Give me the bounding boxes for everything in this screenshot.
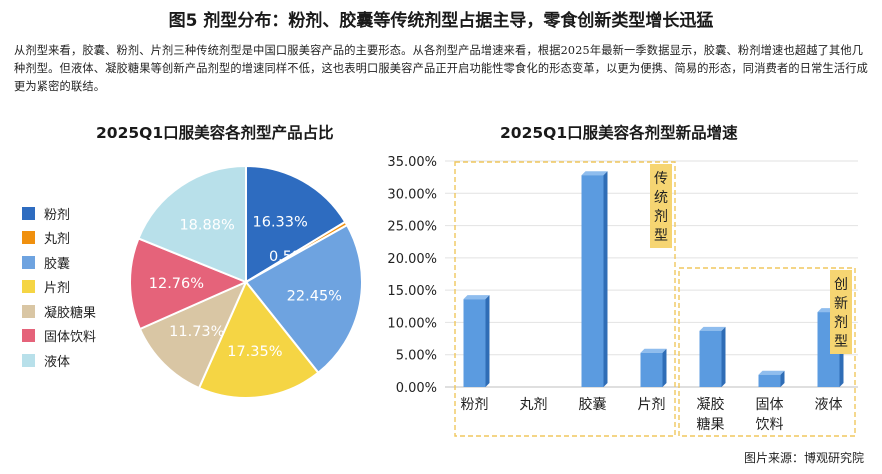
legend-item-6: 液体 (22, 348, 96, 373)
pie-slice-4 (138, 280, 248, 390)
y-tick-label-6: 30.00% (387, 187, 437, 202)
bar-5 (758, 370, 785, 387)
pie-chart-title: 2025Q1口服美容各剂型产品占比 (96, 124, 334, 142)
bar-chart-title: 2025Q1口服美容各剂型新品增速 (500, 124, 738, 142)
y-tick-label-2: 10.00% (387, 316, 437, 331)
pie-legend: 粉剂丸剂胶囊片剂凝胶糖果固体饮料液体 (22, 201, 96, 373)
pie-data-label-2: 22.45% (287, 288, 342, 304)
y-tick-label-0: 0.00% (396, 381, 437, 396)
figure-title: 图5 剂型分布：粉剂、胶囊等传统剂型占据主导，零食创新类型增长迅猛 (168, 11, 714, 31)
legend-swatch-0 (22, 206, 35, 220)
legend-label-6: 液体 (44, 354, 71, 370)
y-tick-label-4: 20.00% (387, 252, 437, 267)
x-tick-label-5-0: 固体 (756, 397, 784, 413)
bar-3 (640, 348, 667, 387)
legend-swatch-5 (22, 329, 35, 343)
legend-item-0: 粉剂 (22, 201, 96, 226)
pie-data-label-0: 16.33% (253, 214, 308, 230)
x-tick-label-5-1: 饮料 (756, 417, 784, 433)
x-tick-label-1: 丸剂 (520, 397, 548, 413)
y-tick-label-7: 35.00% (387, 155, 437, 170)
y-tick-label-1: 5.00% (396, 349, 437, 364)
pie-data-label-4: 11.73% (169, 324, 224, 340)
pie-data-label-6: 18.88% (179, 217, 234, 233)
pie-data-label-5: 12.76% (149, 276, 204, 292)
group-label-0: 传统剂型 (654, 171, 668, 244)
x-tick-label-4-0: 凝胶 (697, 396, 725, 413)
x-tick-label-2: 胶囊 (579, 396, 607, 413)
legend-label-4: 凝胶糖果 (44, 305, 97, 321)
x-tick-label-3: 片剂 (638, 397, 666, 413)
bar-2 (581, 171, 608, 387)
legend-swatch-3 (22, 280, 35, 294)
legend-swatch-2 (22, 255, 35, 269)
legend-item-1: 丸剂 (22, 226, 96, 251)
bar-4 (699, 326, 726, 387)
legend-label-3: 片剂 (44, 281, 71, 297)
legend-item-4: 凝胶糖果 (22, 299, 96, 324)
y-tick-label-3: 15.00% (387, 284, 437, 299)
legend-swatch-1 (22, 231, 35, 245)
description-text: 从剂型来看，胶囊、粉剂、片剂三种传统剂型是中国口服美容产品的主要形态。从各剂型产… (14, 44, 869, 93)
group-label-1: 创新剂型 (834, 277, 848, 350)
group-label-bg-1 (830, 270, 852, 354)
legend-label-2: 胶囊 (44, 256, 71, 272)
legend-label-0: 粉剂 (44, 207, 71, 223)
legend-swatch-4 (22, 304, 35, 318)
x-tick-label-4-1: 糖果 (697, 417, 725, 433)
pie-slice-0 (245, 164, 347, 284)
pie-data-label-3: 17.35% (227, 344, 282, 360)
group-box-0 (454, 161, 676, 437)
legend-label-5: 固体饮料 (44, 330, 97, 346)
x-tick-label-0: 粉剂 (461, 397, 489, 413)
legend-item-2: 胶囊 (22, 250, 96, 275)
x-tick-label-6: 液体 (815, 397, 843, 413)
y-tick-label-5: 25.00% (387, 220, 437, 235)
group-label-bg-0 (650, 164, 672, 248)
legend-swatch-6 (22, 353, 35, 367)
pie-slice-5 (129, 237, 249, 331)
legend-label-1: 丸剂 (44, 232, 71, 248)
legend-item-3: 片剂 (22, 275, 96, 300)
group-box-1 (678, 267, 856, 437)
source-note: 图片来源：博观研究院 (743, 451, 864, 465)
pie-slice-6 (137, 164, 247, 284)
pie-slice-3 (197, 280, 320, 399)
pie-slice-2 (244, 223, 363, 375)
bar-0 (463, 295, 490, 387)
legend-item-5: 固体饮料 (22, 324, 96, 349)
